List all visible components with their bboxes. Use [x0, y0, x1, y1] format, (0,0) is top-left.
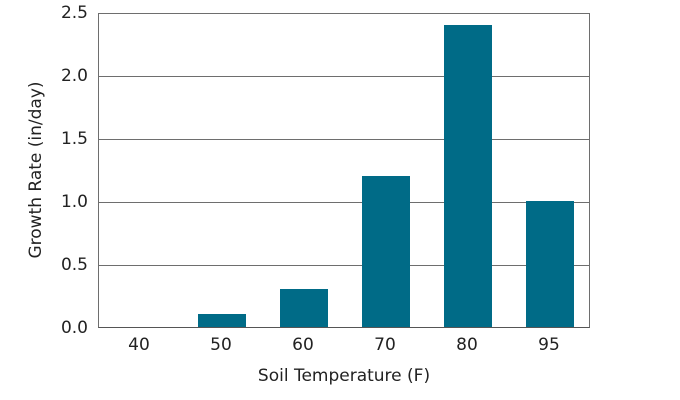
- y-tick-label: 2.0: [60, 66, 88, 86]
- gridline: [99, 265, 589, 266]
- gridline: [99, 76, 589, 77]
- bar-70: [362, 175, 410, 327]
- x-axis-label: Soil Temperature (F): [257, 366, 431, 386]
- x-tick-label: 60: [292, 335, 314, 355]
- x-tick-label: 50: [210, 335, 232, 355]
- bar-50: [198, 314, 246, 327]
- gridline: [99, 202, 589, 203]
- y-tick-label: 1.5: [60, 129, 88, 149]
- x-tick-label: 70: [374, 335, 396, 355]
- plot-area: [98, 13, 590, 328]
- y-tick-label: 0.5: [60, 255, 88, 275]
- y-tick-label: 0.0: [60, 318, 88, 338]
- bar-95: [526, 201, 574, 327]
- x-tick-label: 95: [538, 335, 560, 355]
- y-axis-label: Growth Rate (in/day): [26, 81, 46, 259]
- gridline: [99, 139, 589, 140]
- y-tick-label: 1.0: [60, 192, 88, 212]
- x-tick-label: 40: [128, 335, 150, 355]
- x-tick-label: 80: [456, 335, 478, 355]
- y-tick-label: 2.5: [60, 3, 88, 23]
- bar-80: [444, 24, 492, 327]
- bar-60: [280, 289, 328, 327]
